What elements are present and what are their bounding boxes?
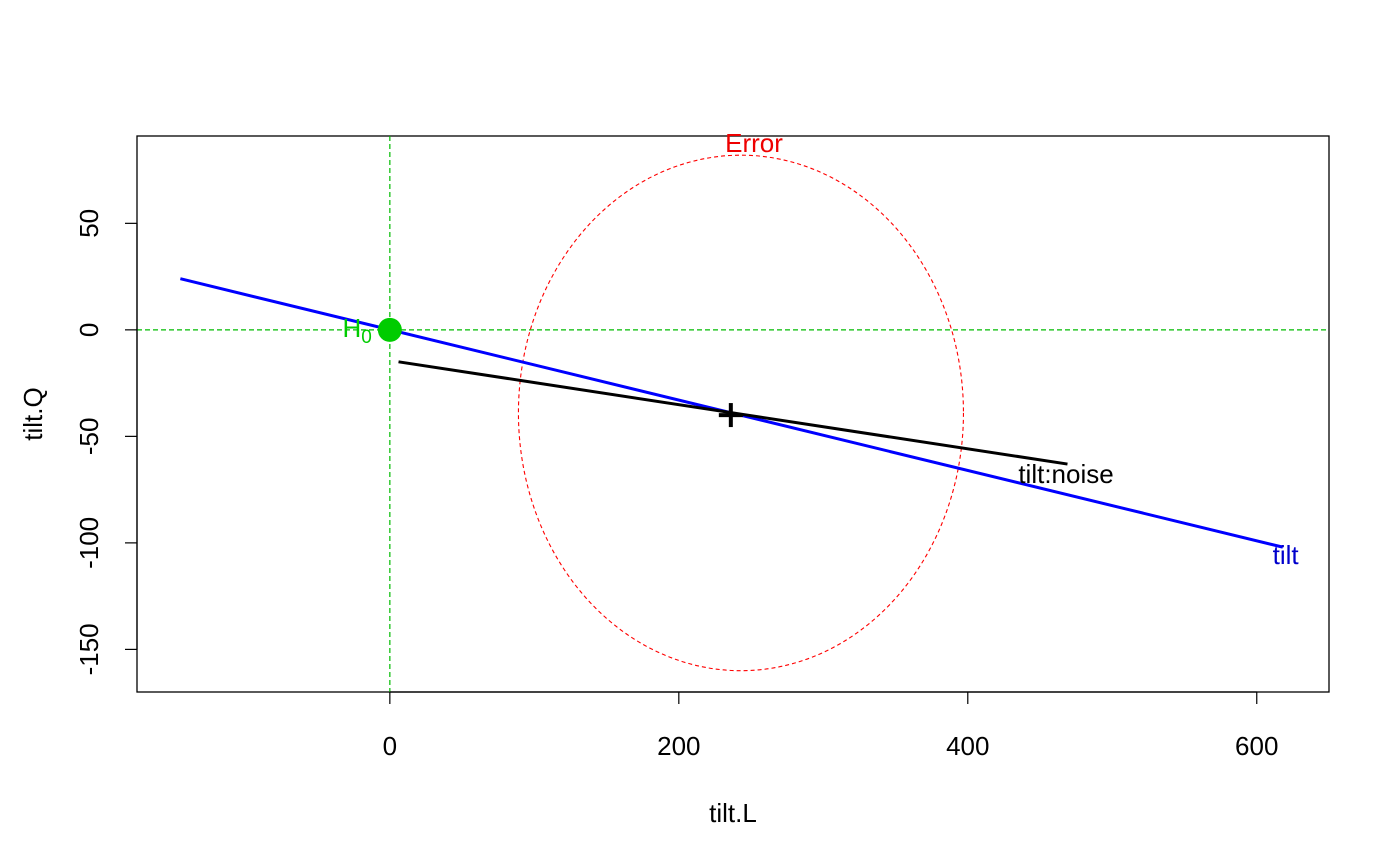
series-line-tilt-noise xyxy=(398,360,1068,466)
x-tick-label: 600 xyxy=(1235,731,1278,761)
y-tick-label: 50 xyxy=(74,209,104,238)
error-ellipse-label: Error xyxy=(725,128,783,158)
y-axis-label: tilt.Q xyxy=(18,387,48,440)
center-point-marker xyxy=(718,403,743,428)
x-tick-label: 400 xyxy=(946,731,989,761)
x-axis-label: tilt.L xyxy=(709,798,757,828)
y-tick-label: -100 xyxy=(74,517,104,569)
h0-label: H0 xyxy=(342,313,371,348)
x-tick-label: 0 xyxy=(383,731,397,761)
series-label-tilt-noise: tilt:noise xyxy=(1018,459,1113,489)
h0-point xyxy=(377,317,402,342)
y-tick-label: 0 xyxy=(74,323,104,337)
y-tick-label: -150 xyxy=(74,623,104,675)
error-ellipse xyxy=(517,154,965,672)
y-tick-label: -50 xyxy=(74,418,104,456)
x-tick-label: 200 xyxy=(657,731,700,761)
series-label-tilt: tilt xyxy=(1273,540,1300,570)
